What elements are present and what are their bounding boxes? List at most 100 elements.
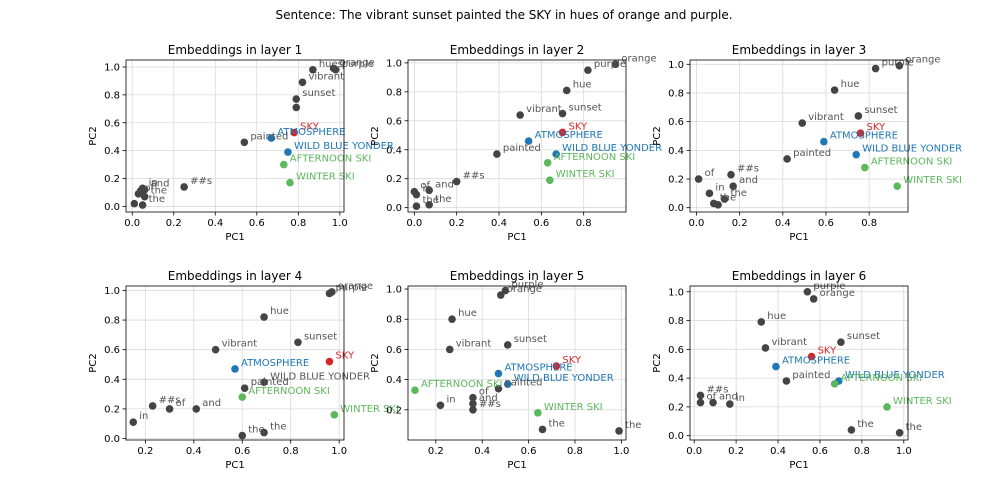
point-label: of	[176, 398, 186, 409]
data-point	[292, 95, 301, 103]
data-point	[871, 64, 880, 73]
data-point	[469, 393, 477, 402]
x-tick-label: 1.0	[896, 446, 912, 457]
point-label: AFTERNOON SKI	[421, 379, 503, 390]
data-point	[231, 365, 239, 373]
point-label: the	[906, 422, 922, 433]
data-point	[615, 427, 623, 435]
y-tick-label: 1.0	[668, 287, 684, 298]
data-point	[524, 137, 533, 145]
data-point	[714, 201, 722, 209]
subplot-title: Embeddings in layer 6	[732, 269, 866, 283]
axes-frame	[407, 59, 627, 213]
x-tick-label: 0.4	[474, 446, 490, 457]
point-label: the	[422, 195, 438, 206]
x-tick-label: 1.0	[613, 446, 629, 457]
point-label: WILD BLUE YONDER	[845, 370, 945, 381]
data-point	[298, 78, 307, 87]
y-tick-label: 0.4	[104, 375, 120, 386]
point-label: SKY	[562, 355, 582, 366]
subplot: 0.0 0.2 0.4 0.6 0.8 1.00.00.20.40.60.81.0purp…	[652, 269, 952, 471]
data-point	[496, 291, 505, 299]
point-label: painted	[793, 148, 831, 159]
point-label: sunset	[302, 88, 335, 99]
y-axis-label: PC2	[88, 126, 99, 145]
data-point	[611, 60, 620, 69]
data-point	[325, 289, 334, 298]
y-tick-label: 0.8	[104, 90, 120, 101]
y-tick-label: 1.0	[668, 60, 684, 71]
x-axis-label: PC1	[789, 460, 808, 471]
data-point	[425, 200, 433, 209]
point-label: and	[151, 179, 170, 190]
x-axis-label: PC1	[225, 232, 244, 243]
point-label: of	[706, 392, 716, 403]
point-label: vibrant	[526, 104, 562, 115]
data-point	[130, 199, 139, 208]
subplot-title: Embeddings in layer 5	[450, 269, 584, 283]
y-tick-label: 0.2	[386, 405, 402, 416]
point-label: ##s	[463, 171, 485, 182]
subplot-title: Embeddings in layer 3	[732, 43, 866, 57]
subplot-title: Embeddings in layer 2	[450, 43, 584, 57]
x-tick-label: 0.6	[818, 218, 834, 229]
data-point	[503, 380, 512, 388]
x-tick-label: 0.4	[775, 218, 791, 229]
x-tick-label: 0.4	[491, 218, 507, 229]
point-label: of	[420, 181, 430, 192]
data-point	[546, 176, 554, 184]
data-point	[761, 344, 770, 352]
data-point	[279, 160, 288, 169]
data-point	[129, 418, 138, 427]
data-point	[238, 431, 247, 440]
point-label: ##s	[479, 399, 501, 410]
point-label: AFTERNOON SKI	[554, 152, 636, 163]
point-label: the	[435, 194, 451, 205]
data-point	[558, 109, 567, 118]
data-point	[448, 315, 456, 324]
point-label: and	[435, 179, 454, 190]
point-label: WILD BLUE YONDER	[862, 144, 962, 155]
point-label: purple	[594, 59, 626, 70]
y-tick-label: 0.6	[668, 117, 684, 128]
point-label: WILD BLUE YONDER	[514, 373, 614, 384]
point-label: painted	[503, 143, 541, 154]
point-label: purple	[342, 59, 374, 70]
data-point	[837, 338, 845, 346]
point-label: WINTER SKI	[296, 172, 355, 183]
point-label: orange	[338, 281, 373, 292]
data-point	[856, 129, 865, 137]
point-label: ATMOSPHERE	[782, 356, 850, 367]
point-label: orange	[820, 288, 855, 299]
x-tick-label: 0.2	[166, 218, 182, 229]
point-label: ##s	[159, 395, 181, 406]
point-label: AFTERNOON SKI	[290, 154, 372, 165]
point-label: vibrant	[308, 71, 344, 82]
point-label: purple	[511, 280, 543, 291]
x-tick-label: 0.2	[732, 218, 748, 229]
point-label: purple	[335, 282, 367, 293]
x-tick-label: 0.8	[854, 446, 870, 457]
point-label: ATMOSPHERE	[830, 131, 898, 142]
data-point	[238, 393, 247, 401]
point-label: hue	[573, 79, 592, 90]
point-label: of	[479, 387, 489, 398]
data-point	[783, 155, 791, 163]
data-point	[503, 341, 512, 349]
data-point	[445, 345, 454, 354]
data-point	[290, 128, 298, 137]
point-label: AFTERNOON SKI	[841, 373, 923, 384]
x-tick-label: 0.8	[861, 218, 877, 229]
data-point	[436, 401, 445, 410]
data-point	[552, 362, 561, 370]
data-point	[211, 345, 220, 354]
data-point	[696, 398, 705, 407]
data-point	[140, 192, 149, 201]
subplot: 0.0 0.2 0.4 0.6 0.80.00.20.40.60.81.0 orangep…	[370, 43, 662, 243]
point-label: SKY	[335, 351, 355, 362]
x-tick-label: 0.4	[770, 446, 786, 457]
y-tick-label: 1.0	[104, 286, 120, 297]
point-label: hue	[458, 308, 477, 319]
data-point	[726, 400, 734, 408]
